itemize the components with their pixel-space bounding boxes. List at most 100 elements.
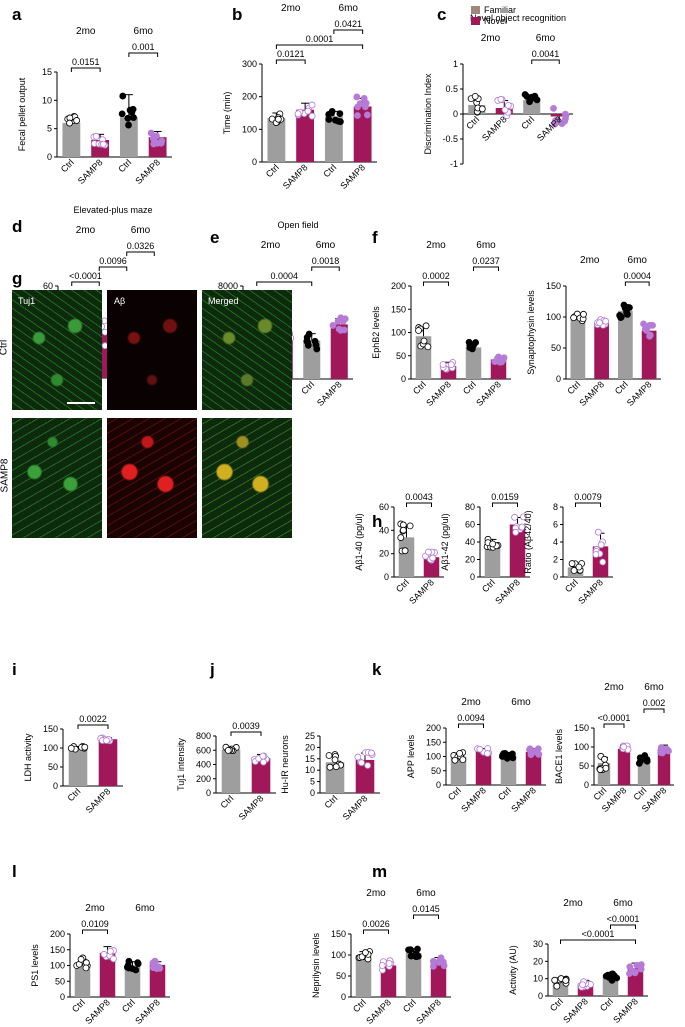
- chart-k1-group-label: 6mo: [511, 697, 531, 708]
- chart-i-ytick-label: 0: [53, 781, 58, 791]
- micrograph-ctrl-tuj1: [12, 290, 102, 410]
- panel-letter-h: h: [372, 512, 382, 531]
- chart-f2-xtick-label: Ctrl: [565, 379, 582, 396]
- chart-c-data-point: [529, 94, 537, 102]
- chart-h3-data-point: [568, 560, 576, 567]
- chart-f2-data-point: [646, 331, 654, 339]
- chart-l1-ytick-label: 0: [60, 992, 65, 1002]
- chart-h2-ytick-label: 60: [465, 520, 475, 530]
- chart-j1-ylabel: Tuj1 intensity: [176, 738, 186, 791]
- chart-c-data-point: [550, 104, 557, 112]
- chart-f2-ytick-label: 150: [546, 281, 561, 291]
- chart-k1-bar: [450, 756, 467, 785]
- chart-l1-ylabel: PS1 levels: [30, 944, 40, 987]
- chart-h2-bar: [484, 546, 501, 577]
- chart-j1-ytick-label: 400: [196, 760, 211, 770]
- chart-j2-data-point: [368, 749, 375, 757]
- chart-k2-significance-bracket: [643, 708, 665, 713]
- chart-a-xtick-label: SAMP8: [76, 157, 105, 186]
- chart-m-xtick-label: SAMP8: [611, 996, 640, 1025]
- chart-c-data-point: [471, 92, 479, 100]
- chart-k2-data-point: [601, 755, 608, 763]
- chart-k2-ytick-label: 150: [574, 723, 589, 733]
- chart-a-group-label: 2mo: [76, 26, 96, 37]
- chart-k2-ytick-label: 0: [584, 780, 589, 790]
- chart-j2-data-point: [358, 759, 365, 767]
- chart-k1-xtick-label: SAMP8: [459, 785, 488, 814]
- chart-c-ytick-label: 1: [453, 59, 458, 69]
- chart-b-p-value: 0.0421: [334, 19, 362, 29]
- chart-f2-data-point: [616, 312, 624, 319]
- chart-f1-ytick-label: 100: [391, 328, 406, 338]
- chart-d-significance-bracket: [71, 281, 100, 286]
- chart-k1-significance-bracket: [458, 723, 484, 728]
- chart-f1-xtick-label: SAMP8: [424, 379, 453, 408]
- chart-c-data-point: [521, 91, 529, 98]
- micrograph-label-merged: Merged: [208, 296, 239, 306]
- chart-c-xtick-label: Ctrl: [519, 114, 536, 131]
- chart-h1-ytick-label: 40: [379, 525, 389, 535]
- chart-e-p-value: 0.0004: [270, 271, 298, 281]
- chart-k1-data-point: [476, 745, 484, 753]
- chart-l2-xtick-label: Ctrl: [401, 997, 418, 1014]
- micrograph-panel: Tuj1 Aβ Merged Ctrl SAMP8: [0, 290, 294, 542]
- chart-a-data-point: [92, 132, 100, 140]
- chart-m-data-point: [553, 982, 561, 990]
- chart-k2-data-point: [620, 743, 628, 751]
- chart-l2-data-point: [362, 949, 369, 956]
- chart-c-data-point: [478, 105, 486, 113]
- chart-a-p-value: 0.001: [132, 42, 155, 52]
- chart-h1-bar: [398, 537, 415, 577]
- chart-b-p-value: 0.0001: [306, 34, 334, 44]
- chart-f2-data-point: [580, 310, 587, 318]
- chart-f2-xtick-label: Ctrl: [613, 379, 630, 396]
- chart-l1-data-point: [134, 959, 142, 967]
- chart-a-bar: [119, 117, 138, 157]
- chart-f1-data-point: [447, 361, 455, 369]
- chart-l2-group-label: 6mo: [416, 888, 436, 899]
- chart-j2-data-point: [326, 763, 334, 771]
- chart-l2-bar: [430, 962, 447, 997]
- chart-b-significance-bracket: [275, 59, 306, 64]
- chart-j2-ytick-label: 20: [305, 742, 315, 752]
- panel-letter-a: a: [12, 5, 22, 24]
- chart-f1-data-point: [468, 345, 476, 353]
- chart-m-data-point: [626, 963, 634, 971]
- chart-h3-ytick-label: 8: [553, 502, 558, 512]
- chart-k1-ytick-label: 50: [431, 766, 441, 776]
- chart-c-legend-swatch: [471, 6, 480, 14]
- chart-f2-bar: [618, 310, 633, 379]
- chart-b-xtick-label: Ctrl: [321, 162, 338, 179]
- chart-j2-data-point: [354, 753, 362, 761]
- chart-d-ytick-label: 60: [43, 281, 53, 291]
- chart-l2-ytick-label: 100: [331, 950, 346, 960]
- chart-l2-data-point: [414, 945, 421, 953]
- chart-l2-ytick-label: 0: [341, 992, 346, 1002]
- chart-b-data-point: [334, 117, 342, 125]
- chart-m-significance-bracket: [560, 939, 636, 944]
- chart-f1-ylabel: EphB2 levels: [371, 306, 381, 359]
- chart-f1-data-point: [415, 327, 422, 334]
- chart-m-xtick-label: SAMP8: [561, 996, 590, 1025]
- chart-l1-bar: [99, 952, 116, 997]
- chart-h1-data-point: [399, 526, 407, 534]
- chart-j2-ytick-label: 15: [305, 754, 315, 764]
- chart-f2-ylabel: Synaptophysin levels: [526, 290, 536, 375]
- chart-h1-p-value: 0.0043: [405, 492, 433, 502]
- chart-k2-data-point: [643, 757, 651, 765]
- chart-a-data-point: [124, 114, 132, 122]
- chart-i-bar: [98, 739, 118, 786]
- chart-b-ytick-label: 0: [252, 157, 257, 167]
- chart-h1-significance-bracket: [406, 502, 432, 507]
- chart-d-p-value: <0.0001: [69, 271, 102, 281]
- chart-k2-data-point: [657, 749, 665, 756]
- chart-c-bar: [550, 114, 568, 117]
- chart-b-data-point: [274, 115, 282, 123]
- chart-a-data-point: [130, 114, 137, 121]
- chart-e-xtick-label: SAMP8: [315, 379, 344, 408]
- chart-l2-xtick-label: SAMP8: [364, 997, 393, 1026]
- chart-h1-xtick-label: SAMP8: [407, 577, 436, 606]
- chart-h2-data-point: [520, 513, 527, 521]
- chart-k1-bar: [525, 751, 542, 785]
- chart-d-group-label: 6mo: [131, 225, 151, 236]
